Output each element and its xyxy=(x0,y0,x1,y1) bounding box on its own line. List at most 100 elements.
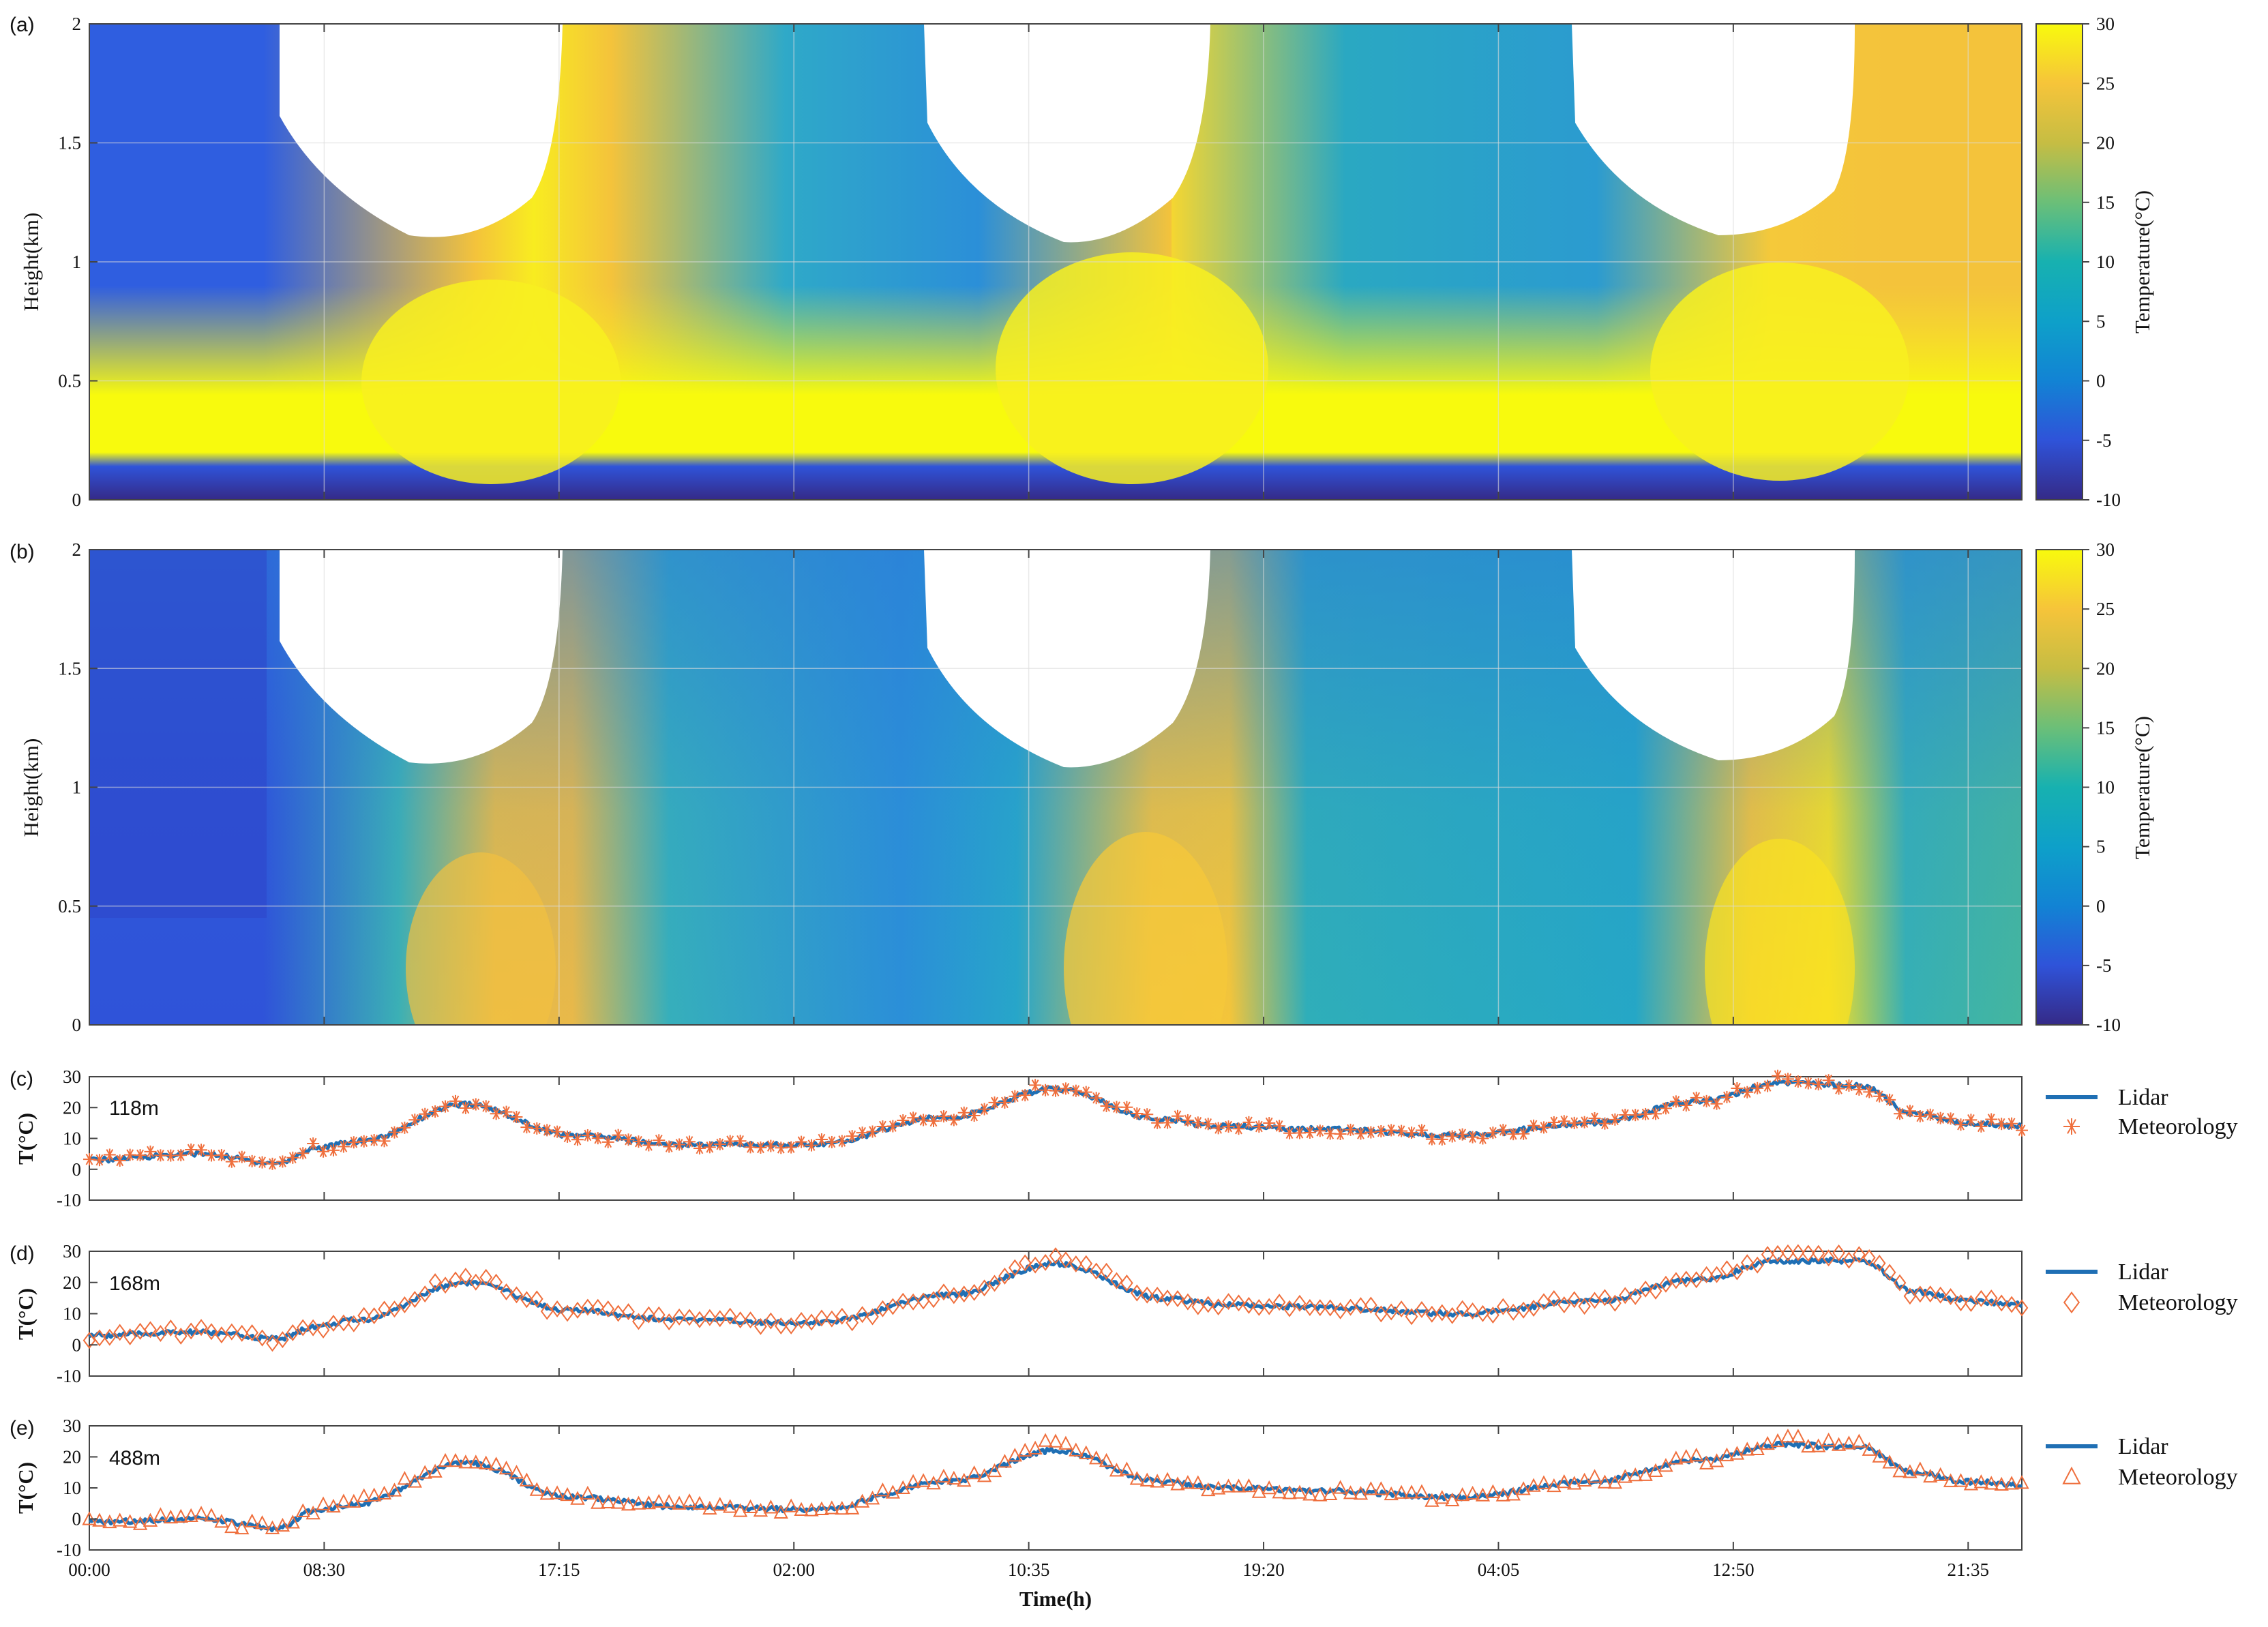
meteorology-point xyxy=(1343,1485,1358,1499)
meteorology-point xyxy=(978,1103,991,1116)
meteorology-point xyxy=(256,1156,269,1169)
meteorology-point xyxy=(2014,1475,2029,1489)
meteorology-point xyxy=(1487,1307,1499,1324)
meteorology-point xyxy=(1210,1480,1226,1495)
meteorology-point xyxy=(1241,1478,1257,1493)
meteorology-point xyxy=(1973,1474,1988,1489)
meteorology-point xyxy=(1568,1291,1581,1309)
meteorology-point xyxy=(103,1328,117,1346)
meteorology-point xyxy=(531,1122,543,1135)
meteorology-point xyxy=(1740,1442,1755,1456)
meteorology-point xyxy=(1251,1484,1266,1498)
meteorology-point xyxy=(651,1493,666,1508)
meteorology-point xyxy=(967,1465,982,1480)
meteorology-point xyxy=(1731,1082,1744,1095)
meteorology-point xyxy=(123,1514,138,1528)
panel-c: -10 0 10 20 30 (c) T(°C) 118m Lidar Meteorol… xyxy=(10,1066,2238,1210)
meteorology-point xyxy=(1842,1079,1855,1092)
meteorology-point xyxy=(1598,1117,1611,1130)
meteorology-point xyxy=(1079,1445,1094,1459)
meteorology-point xyxy=(814,1501,829,1515)
y-tick-label: 1.5 xyxy=(58,658,81,678)
meteorology-point xyxy=(1009,1090,1021,1103)
meteorology-point xyxy=(1292,1484,1307,1499)
meteorology-point xyxy=(1332,1480,1348,1494)
meteorology-point xyxy=(885,1484,901,1499)
meteorology-point xyxy=(469,1098,482,1111)
meteorology-point xyxy=(357,1307,371,1324)
meteorology-point xyxy=(1139,1472,1154,1487)
meteorology-point xyxy=(1699,1455,1714,1469)
meteorology-point xyxy=(907,1111,920,1124)
meteorology-point xyxy=(1283,1126,1296,1139)
meteorology-point xyxy=(763,1499,779,1514)
meteorology-point xyxy=(1161,1289,1174,1307)
meteorology-point xyxy=(346,1493,361,1508)
meteorology-point xyxy=(897,1114,910,1127)
meteorology-point xyxy=(754,1317,767,1335)
meteorology-point xyxy=(276,1331,289,1349)
xticks-a xyxy=(89,24,1969,500)
meteorology-point xyxy=(113,1324,127,1341)
meteorology-point xyxy=(1536,1475,1551,1489)
meteorology-point xyxy=(1842,1251,1855,1269)
meteorology-point xyxy=(1017,1442,1032,1457)
meteorology-point xyxy=(886,1120,899,1133)
meteorology-point xyxy=(1975,1120,1988,1133)
meteorology-point xyxy=(1150,1474,1165,1488)
meteorology-point xyxy=(601,1135,614,1148)
meteorology-point xyxy=(1985,1113,1998,1126)
xticks-c xyxy=(89,1077,1969,1200)
meteorology-point xyxy=(2063,1118,2080,1135)
meteorology-point xyxy=(1547,1116,1560,1129)
heatmap-b-blank-2 xyxy=(924,550,1210,768)
colorbar-tick-label: 10 xyxy=(2096,777,2115,798)
meteorology-point xyxy=(1720,1090,1733,1103)
meteorology-point xyxy=(713,1497,728,1511)
annotation-e: 488m xyxy=(109,1447,160,1469)
panel-label-a: (a) xyxy=(10,14,35,36)
meteorology-point xyxy=(785,1141,798,1154)
meteorology-point xyxy=(1181,1293,1195,1311)
meteorology-point xyxy=(1669,1450,1684,1465)
meteorology-point xyxy=(1547,1478,1562,1493)
colorbar-tick-label: 30 xyxy=(2096,14,2115,34)
meteorology-point xyxy=(1079,1086,1092,1099)
meteorology-point xyxy=(1131,1107,1144,1120)
meteorology-point xyxy=(1761,1079,1774,1092)
meteorology-point xyxy=(1680,1270,1693,1288)
heatmap-b-plume-2 xyxy=(1064,832,1227,1025)
meteorology-point xyxy=(713,1138,726,1151)
meteorology-point xyxy=(153,1507,168,1521)
meteorology-point xyxy=(1445,1492,1460,1507)
meteorology-point xyxy=(347,1136,360,1149)
meteorology-point xyxy=(1913,1461,1928,1476)
meteorology-point xyxy=(1425,1305,1439,1323)
meteorology-point xyxy=(1395,1124,1408,1137)
meteorology-point xyxy=(1454,1487,1470,1502)
legend-e-lidar-label: Lidar xyxy=(2118,1434,2168,1459)
panel-label-b: (b) xyxy=(10,541,35,563)
meteorology-point xyxy=(1547,1290,1561,1307)
xlabel-e: Time(h) xyxy=(1019,1587,1092,1611)
meteorology-point xyxy=(297,1147,310,1160)
meteorology-point xyxy=(998,1267,1011,1285)
meteorology-point xyxy=(368,1134,381,1147)
meteorology-point xyxy=(835,1501,850,1515)
meteorology-point xyxy=(764,1312,777,1330)
meteorology-point xyxy=(1364,1296,1377,1314)
meteorology-point xyxy=(1221,1478,1236,1493)
panel-label-d: (d) xyxy=(10,1242,35,1265)
meteorology-point xyxy=(1354,1127,1367,1140)
legend-d-meteorology-marker xyxy=(2063,1291,2080,1314)
meteorology-point xyxy=(753,1502,769,1517)
meteorology-point xyxy=(1375,1124,1388,1137)
colorbar-tick-label: -10 xyxy=(2096,1015,2121,1035)
meteorology-point xyxy=(1465,1485,1480,1500)
y-tick-label: 0 xyxy=(72,490,82,510)
meteorology-point xyxy=(449,1271,462,1289)
meteorology-point xyxy=(469,1273,483,1291)
meteorology-point xyxy=(1883,1093,1896,1106)
meteorology-point xyxy=(723,1499,738,1513)
meteorology-point xyxy=(1058,1435,1073,1450)
